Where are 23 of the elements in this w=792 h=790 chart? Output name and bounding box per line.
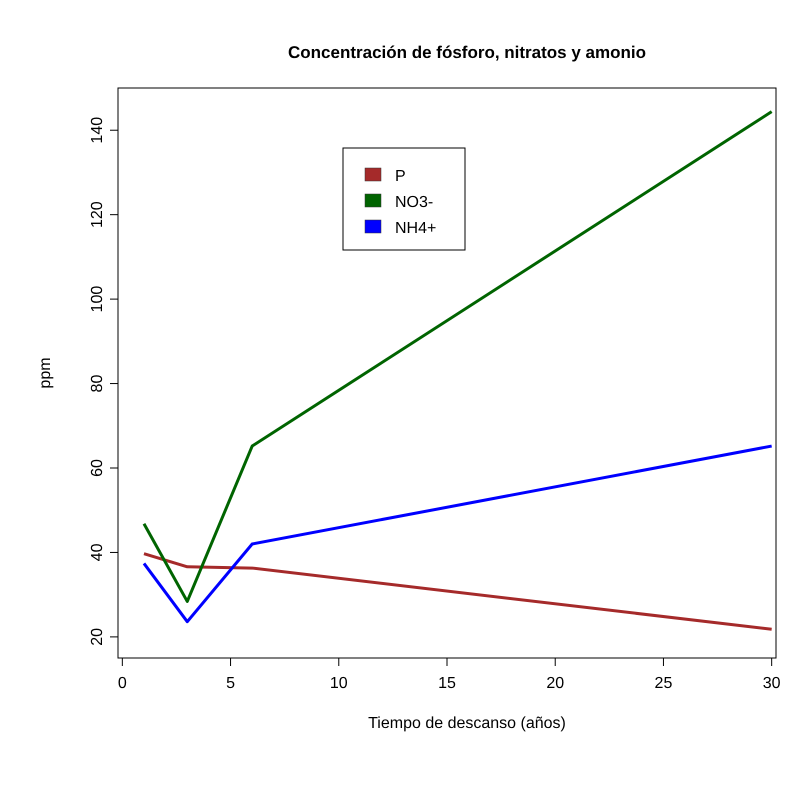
x-tick-label: 30 [762,675,781,692]
y-tick-label: 140 [89,116,106,144]
x-tick-label: 15 [438,675,456,692]
y-tick-label: 40 [89,543,106,562]
x-tick-label: 20 [546,675,564,692]
y-tick-label: 60 [89,459,106,477]
line-series [142,552,774,631]
y-tick-label: 120 [89,201,106,228]
chart-title: Concentración de fósforo, nitratos y amonio [288,43,646,62]
legend-label: P [395,168,406,185]
x-tick-label: 0 [118,675,127,692]
legend-label: NO3- [395,194,434,211]
x-tick-label: 10 [330,675,348,692]
y-tick-label: 100 [89,286,106,312]
y-tick-label: 80 [89,374,106,392]
y-axis-title: ppm [37,357,54,389]
legend-label: NH4+ [395,220,436,237]
x-axis-title: Tiempo de descanso (años) [368,715,566,732]
x-tick-label: 25 [654,675,672,692]
y-tick-label: 20 [89,628,106,646]
line-series [142,110,774,603]
line-series [142,444,774,624]
x-tick-label: 5 [226,675,236,692]
